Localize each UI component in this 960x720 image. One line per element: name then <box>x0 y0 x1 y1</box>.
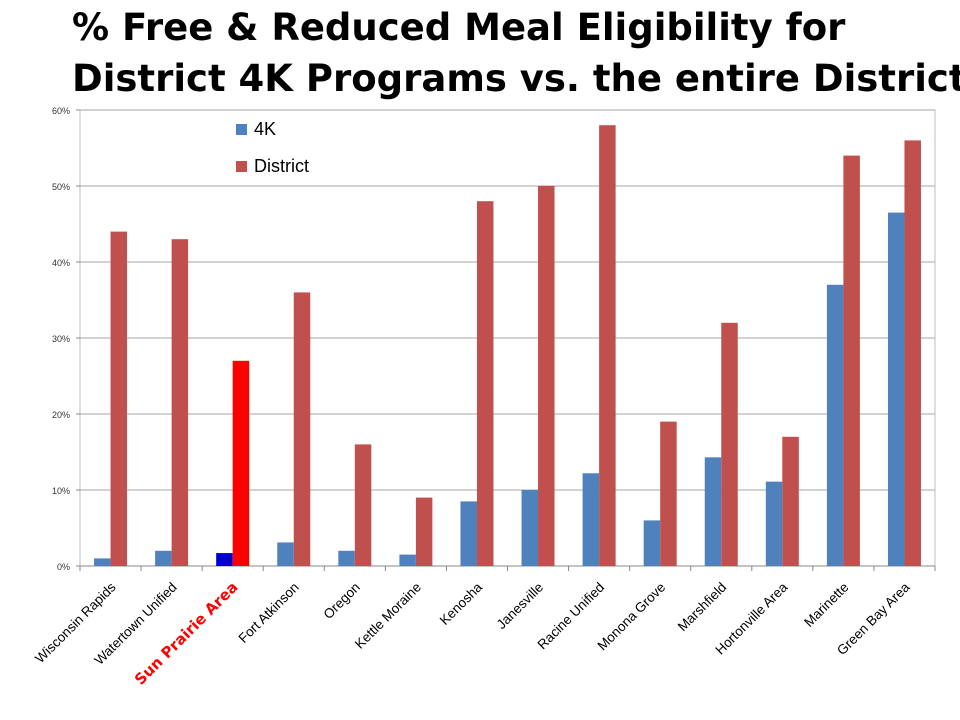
bar-4k <box>704 457 722 566</box>
bar-district <box>904 140 921 566</box>
y-tick-label: 30% <box>52 334 70 344</box>
x-tick-label: Marshfield <box>675 580 730 635</box>
legend-label: District <box>254 156 309 176</box>
bar-district <box>415 497 433 566</box>
bar-district <box>110 231 128 566</box>
bar-district <box>354 444 372 566</box>
bar-district <box>782 436 799 566</box>
x-tick-label: Oregon <box>320 580 362 622</box>
bar-4k <box>887 212 905 566</box>
legend-swatch <box>236 161 247 172</box>
bar-4k <box>765 481 783 566</box>
bar-4k <box>521 490 539 566</box>
title-line-2: District 4K Programs vs. the entire Dist… <box>72 57 960 100</box>
bar-4k <box>94 558 111 566</box>
chart-title: % Free & Reduced Meal Eligibility for Di… <box>72 2 960 104</box>
y-tick-label: 50% <box>52 182 70 192</box>
x-tick-label: Sun Prairie Area <box>131 578 242 689</box>
bar-district <box>721 322 738 566</box>
bar-district <box>476 201 494 566</box>
x-tick-label: Kenosha <box>437 579 486 628</box>
bar-district <box>660 421 677 566</box>
bar-4k <box>460 501 477 566</box>
bar-4k <box>582 473 600 566</box>
x-tick-label: Marinette <box>801 580 851 630</box>
bar-district <box>171 239 189 566</box>
bar-district <box>538 186 555 566</box>
bar-4k <box>338 550 355 566</box>
bar-4k <box>826 284 844 566</box>
y-tick-label: 20% <box>52 410 70 420</box>
legend-swatch <box>236 124 247 135</box>
bar-4k <box>277 542 294 566</box>
bar-4k <box>643 520 661 566</box>
x-tick-label: Janesville <box>494 580 547 633</box>
y-tick-label: 40% <box>52 258 70 268</box>
bar-district <box>843 155 860 566</box>
bar-district <box>232 360 250 566</box>
legend-label: 4K <box>254 119 276 139</box>
title-line-1: % Free & Reduced Meal Eligibility for <box>72 6 846 49</box>
bar-district <box>599 125 616 566</box>
bar-4k <box>155 550 172 566</box>
bar-district <box>293 292 311 566</box>
bar-4k <box>216 553 233 566</box>
y-tick-label: 10% <box>52 486 70 496</box>
y-tick-label: 0% <box>57 562 70 572</box>
x-tick-label: Fort Atkinson <box>236 580 302 646</box>
y-tick-label: 60% <box>52 106 70 116</box>
bar-4k <box>399 554 416 566</box>
